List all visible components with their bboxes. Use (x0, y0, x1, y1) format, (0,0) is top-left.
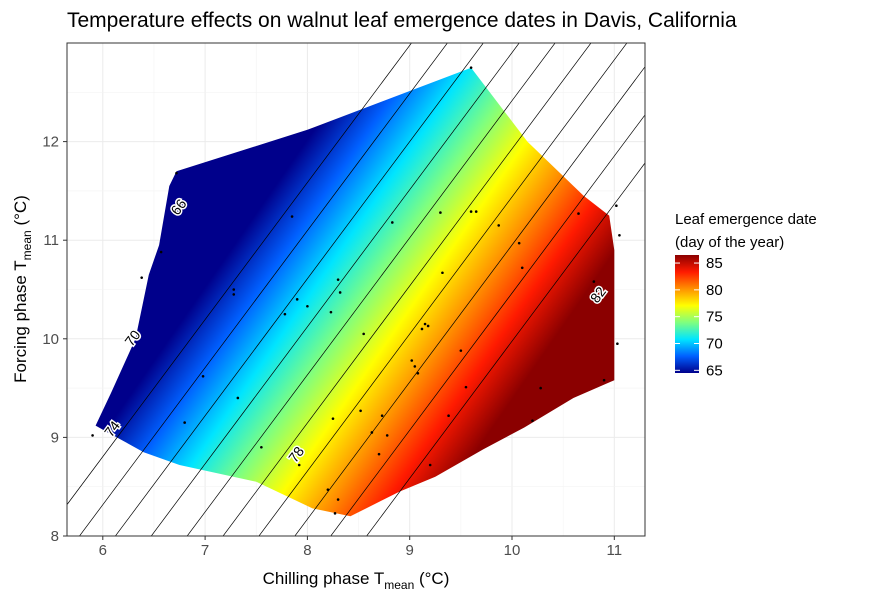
observation-point (329, 310, 333, 314)
contour-line (366, 162, 645, 536)
y-tick-label: 8 (51, 528, 59, 545)
observation-point (439, 211, 442, 214)
observation-points (91, 66, 621, 515)
observation-point (423, 322, 427, 326)
legend-title-line2: (day of the year) (675, 234, 784, 251)
contour-line (258, 43, 628, 536)
observation-point (410, 359, 414, 362)
observation-point (370, 431, 374, 434)
contour-lines (67, 43, 645, 536)
observation-point (464, 385, 468, 389)
y-axis-ticks: 8 9 10 11 12 (42, 134, 67, 545)
observation-point (531, 419, 534, 422)
x-tick-label: 11 (607, 542, 623, 559)
observation-point (469, 66, 473, 69)
contour-line (150, 43, 520, 536)
observation-point (91, 434, 94, 437)
observation-point (380, 414, 384, 418)
observation-point (333, 512, 337, 515)
y-tick-label: 12 (42, 134, 59, 151)
observation-point (592, 280, 596, 283)
observation-point (236, 396, 240, 400)
contour-line (222, 43, 592, 536)
observation-point (201, 374, 205, 378)
contour-line (67, 43, 412, 506)
observation-point (331, 417, 335, 420)
observation-point (391, 221, 394, 224)
observation-point (306, 304, 309, 308)
x-tick-label: 6 (99, 542, 107, 559)
observation-point (159, 250, 163, 254)
observation-point (520, 266, 524, 270)
x-axis-ticks: 6 7 8 9 10 11 (99, 536, 622, 559)
legend: Leaf emergence date (day of the year) 65… (675, 211, 817, 379)
observation-point (441, 271, 444, 275)
observation-point (359, 409, 362, 413)
observation-point (602, 378, 606, 382)
observation-point (183, 421, 186, 424)
y-tick-label: 10 (42, 331, 59, 348)
observation-point (420, 327, 424, 331)
observation-point (175, 171, 178, 175)
contour-line (330, 114, 645, 536)
observation-point (428, 463, 432, 467)
observation-point (232, 288, 236, 291)
legend-colorbar (675, 255, 699, 373)
contour-line (186, 43, 556, 536)
observation-point (497, 224, 501, 227)
observation-point (260, 445, 263, 449)
observation-point (426, 324, 430, 328)
observation-point (577, 212, 580, 215)
observation-point (459, 349, 463, 352)
y-tick-label: 9 (51, 429, 59, 446)
observation-point (413, 365, 417, 368)
observation-point (295, 298, 299, 301)
observation-point (338, 291, 342, 294)
observation-point (297, 463, 301, 467)
observation-point (232, 293, 236, 296)
chart-title: Temperature effects on walnut leaf emerg… (67, 9, 737, 32)
observation-point (140, 276, 143, 279)
observation-point (447, 414, 450, 418)
x-tick-label: 7 (201, 542, 209, 559)
observation-point (385, 434, 389, 437)
legend-tick-label: 65 (706, 362, 723, 379)
legend-tick-label: 85 (706, 255, 723, 272)
observation-point (336, 498, 340, 501)
contour-line (79, 43, 448, 536)
observation-point (474, 210, 478, 213)
observation-point (539, 386, 542, 390)
contour-line (294, 66, 645, 536)
x-tick-label: 9 (406, 542, 414, 559)
legend-tick-label: 70 (706, 336, 723, 353)
contour-line (114, 43, 484, 536)
emergence-surface (95, 67, 615, 517)
observation-point (616, 342, 619, 346)
legend-tick-label: 75 (706, 309, 723, 326)
panel-border (66, 42, 646, 537)
observation-point (290, 215, 294, 218)
x-tick-label: 8 (303, 542, 311, 559)
y-tick-label: 11 (43, 232, 59, 249)
observation-point (362, 332, 365, 336)
x-axis-title: Chilling phase Tmean (°C) (263, 569, 450, 592)
legend-title-line1: Leaf emergence date (675, 211, 817, 228)
observation-point (326, 488, 330, 491)
observation-point (336, 278, 340, 281)
x-tick-label: 10 (504, 542, 521, 559)
observation-point (416, 372, 420, 375)
observation-point (377, 452, 381, 456)
observation-point (469, 210, 473, 213)
observation-point (517, 241, 521, 245)
observation-point (615, 204, 618, 207)
observation-point (283, 312, 287, 316)
legend-tick-label: 80 (706, 282, 723, 299)
legend-ticks: 65 70 75 80 85 (675, 255, 723, 379)
observation-point (618, 233, 621, 237)
y-axis-title: Forcing phase Tmean (°C) (11, 195, 34, 383)
